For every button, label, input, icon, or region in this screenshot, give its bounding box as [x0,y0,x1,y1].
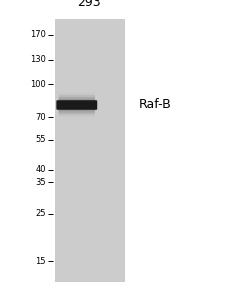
FancyBboxPatch shape [59,99,95,111]
FancyBboxPatch shape [59,97,95,113]
Text: 55: 55 [35,136,46,145]
Text: 40: 40 [35,165,46,174]
Text: 15: 15 [35,257,46,266]
Text: 130: 130 [30,55,46,64]
Text: 35: 35 [35,178,46,187]
Text: 293: 293 [77,0,101,9]
Text: 70: 70 [35,113,46,122]
Text: 170: 170 [30,30,46,39]
Text: 100: 100 [30,80,46,89]
FancyBboxPatch shape [59,95,95,115]
FancyBboxPatch shape [56,100,97,110]
Text: Raf-B: Raf-B [139,98,172,112]
Text: 25: 25 [35,209,46,218]
